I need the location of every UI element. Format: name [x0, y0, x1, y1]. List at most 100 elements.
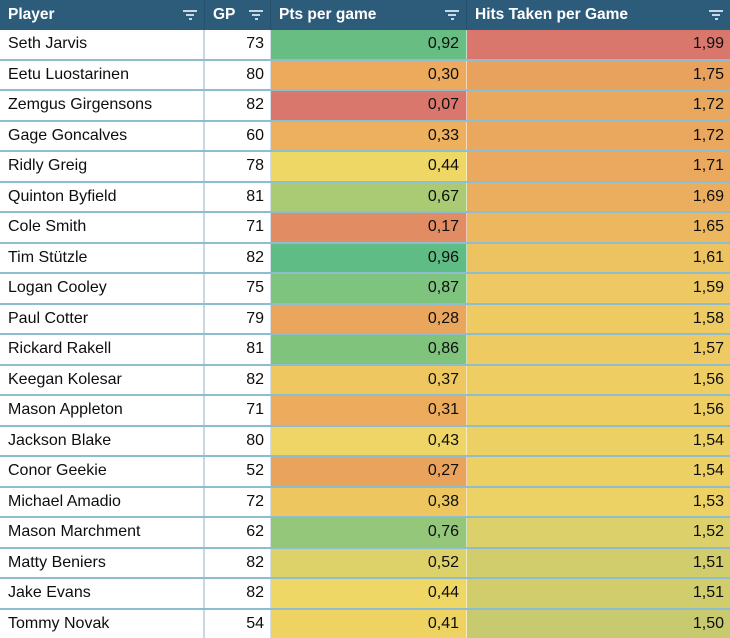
hits-value: 1,53 [692, 492, 724, 510]
hits-value: 1,50 [692, 614, 724, 632]
pts-value: 0,31 [427, 401, 459, 419]
player-cell: Seth Jarvis [0, 30, 205, 59]
hits-taken-cell: 1,54 [467, 426, 730, 455]
hits-value: 1,56 [692, 370, 724, 388]
table-row: Zemgus Girgensons 82 0,07 1,72 [0, 91, 730, 122]
hits-value: 1,51 [692, 584, 724, 602]
player-name: Ridly Greig [8, 157, 88, 175]
pts-per-game-cell: 0,44 [271, 579, 467, 608]
pts-value: 0,37 [427, 370, 459, 388]
pts-value: 0,41 [427, 614, 459, 632]
pts-per-game-cell: 0,87 [271, 274, 467, 303]
gp-cell: 81 [205, 182, 271, 211]
gp-value: 82 [246, 584, 264, 602]
player-name: Conor Geekie [8, 462, 107, 480]
gp-value: 82 [246, 370, 264, 388]
player-cell: Keegan Kolesar [0, 365, 205, 394]
player-cell: Matty Beniers [0, 548, 205, 577]
table-row: Cole Smith 71 0,17 1,65 [0, 213, 730, 244]
player-name: Michael Amadio [8, 492, 121, 510]
gp-cell: 60 [205, 121, 271, 150]
player-name: Eetu Luostarinen [8, 65, 129, 83]
player-cell: Logan Cooley [0, 274, 205, 303]
hits-value: 1,71 [692, 157, 724, 175]
hits-value: 1,54 [692, 462, 724, 480]
gp-cell: 82 [205, 243, 271, 272]
gp-value: 82 [246, 553, 264, 571]
hits-value: 1,69 [692, 187, 724, 205]
table-row: Mason Appleton 71 0,31 1,56 [0, 396, 730, 427]
hits-value: 1,99 [692, 35, 724, 53]
player-name: Mason Appleton [8, 401, 123, 419]
pts-per-game-cell: 0,96 [271, 243, 467, 272]
column-header-label: GP [213, 6, 236, 23]
gp-value: 82 [246, 248, 264, 266]
hits-taken-cell: 1,51 [467, 579, 730, 608]
table-row: Jackson Blake 80 0,43 1,54 [0, 426, 730, 457]
table-row: Logan Cooley 75 0,87 1,59 [0, 274, 730, 305]
player-cell: Paul Cotter [0, 304, 205, 333]
hits-taken-cell: 1,53 [467, 487, 730, 516]
player-cell: Michael Amadio [0, 487, 205, 516]
player-cell: Conor Geekie [0, 457, 205, 486]
pts-per-game-cell: 0,27 [271, 457, 467, 486]
gp-value: 75 [246, 279, 264, 297]
gp-cell: 71 [205, 213, 271, 242]
pts-value: 0,96 [427, 248, 459, 266]
gp-value: 80 [246, 431, 264, 449]
player-name: Rickard Rakell [8, 340, 112, 358]
gp-cell: 54 [205, 609, 271, 638]
gp-value: 73 [246, 35, 264, 53]
gp-cell: 80 [205, 60, 271, 89]
player-name: Keegan Kolesar [8, 370, 122, 388]
gp-cell: 73 [205, 30, 271, 59]
table-row: Mason Marchment 62 0,76 1,52 [0, 518, 730, 549]
pts-value: 0,28 [427, 309, 459, 327]
hits-taken-cell: 1,61 [467, 243, 730, 272]
filter-icon[interactable] [249, 10, 263, 20]
table-row: Seth Jarvis 73 0,92 1,99 [0, 30, 730, 61]
table-row: Jake Evans 82 0,44 1,51 [0, 579, 730, 610]
gp-value: 71 [246, 218, 264, 236]
gp-cell: 72 [205, 487, 271, 516]
player-name: Mason Marchment [8, 523, 141, 541]
player-cell: Cole Smith [0, 213, 205, 242]
pts-value: 0,30 [427, 65, 459, 83]
pts-per-game-cell: 0,33 [271, 121, 467, 150]
table-row: Keegan Kolesar 82 0,37 1,56 [0, 365, 730, 396]
hits-taken-cell: 1,58 [467, 304, 730, 333]
table-row: Conor Geekie 52 0,27 1,54 [0, 457, 730, 488]
gp-cell: 78 [205, 152, 271, 181]
hits-taken-cell: 1,54 [467, 457, 730, 486]
player-cell: Jackson Blake [0, 426, 205, 455]
hits-taken-cell: 1,57 [467, 335, 730, 364]
pts-per-game-cell: 0,86 [271, 335, 467, 364]
player-name: Cole Smith [8, 218, 87, 236]
gp-value: 71 [246, 401, 264, 419]
filter-icon[interactable] [183, 10, 197, 20]
hits-value: 1,72 [692, 96, 724, 114]
table-header: Player GP Pts per game Hits Taken per Ga… [0, 0, 730, 30]
pts-value: 0,67 [427, 187, 459, 205]
hits-taken-cell: 1,56 [467, 396, 730, 425]
column-header-player[interactable]: Player [0, 0, 205, 30]
pts-per-game-cell: 0,07 [271, 91, 467, 120]
column-header-gp[interactable]: GP [205, 0, 271, 30]
column-header-pts-per-game[interactable]: Pts per game [271, 0, 467, 30]
table-row: Michael Amadio 72 0,38 1,53 [0, 487, 730, 518]
player-cell: Eetu Luostarinen [0, 60, 205, 89]
table-row: Gage Goncalves 60 0,33 1,72 [0, 121, 730, 152]
hits-value: 1,65 [692, 218, 724, 236]
filter-icon[interactable] [709, 10, 723, 20]
hits-taken-cell: 1,72 [467, 121, 730, 150]
gp-cell: 71 [205, 396, 271, 425]
pts-per-game-cell: 0,38 [271, 487, 467, 516]
filter-icon[interactable] [445, 10, 459, 20]
column-header-label: Player [8, 6, 55, 23]
column-header-hits-taken-per-game[interactable]: Hits Taken per Game [467, 0, 730, 30]
gp-cell: 52 [205, 457, 271, 486]
hits-taken-cell: 1,56 [467, 365, 730, 394]
gp-value: 81 [246, 187, 264, 205]
table-row: Matty Beniers 82 0,52 1,51 [0, 548, 730, 579]
gp-value: 62 [246, 523, 264, 541]
